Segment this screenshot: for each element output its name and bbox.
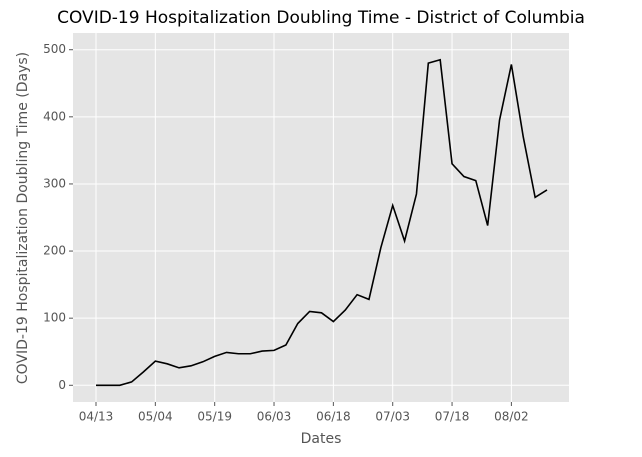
y-tick-label: 200 <box>43 244 66 258</box>
x-tick-label: 07/18 <box>435 410 470 424</box>
x-tick-label: 07/03 <box>375 410 410 424</box>
x-tick-label: 06/03 <box>257 410 292 424</box>
x-tick-label: 06/18 <box>316 410 351 424</box>
data-line <box>96 58 548 387</box>
x-tick-label: 08/02 <box>494 410 529 424</box>
y-axis-label: COVID-19 Hospitalization Doubling Time (… <box>15 52 31 384</box>
y-tick-label: 100 <box>43 311 66 325</box>
y-tick-label: 500 <box>43 42 66 56</box>
x-tick-label: 04/13 <box>79 410 114 424</box>
x-tick-label: 05/19 <box>197 410 232 424</box>
x-axis-label: Dates <box>301 431 342 447</box>
chart-title: COVID-19 Hospitalization Doubling Time -… <box>57 8 585 28</box>
y-tick-label: 300 <box>43 176 66 190</box>
plot-area <box>73 33 569 402</box>
x-tick-label: 05/04 <box>138 410 173 424</box>
y-tick-label: 400 <box>43 109 66 123</box>
y-tick-label: 0 <box>58 378 66 392</box>
